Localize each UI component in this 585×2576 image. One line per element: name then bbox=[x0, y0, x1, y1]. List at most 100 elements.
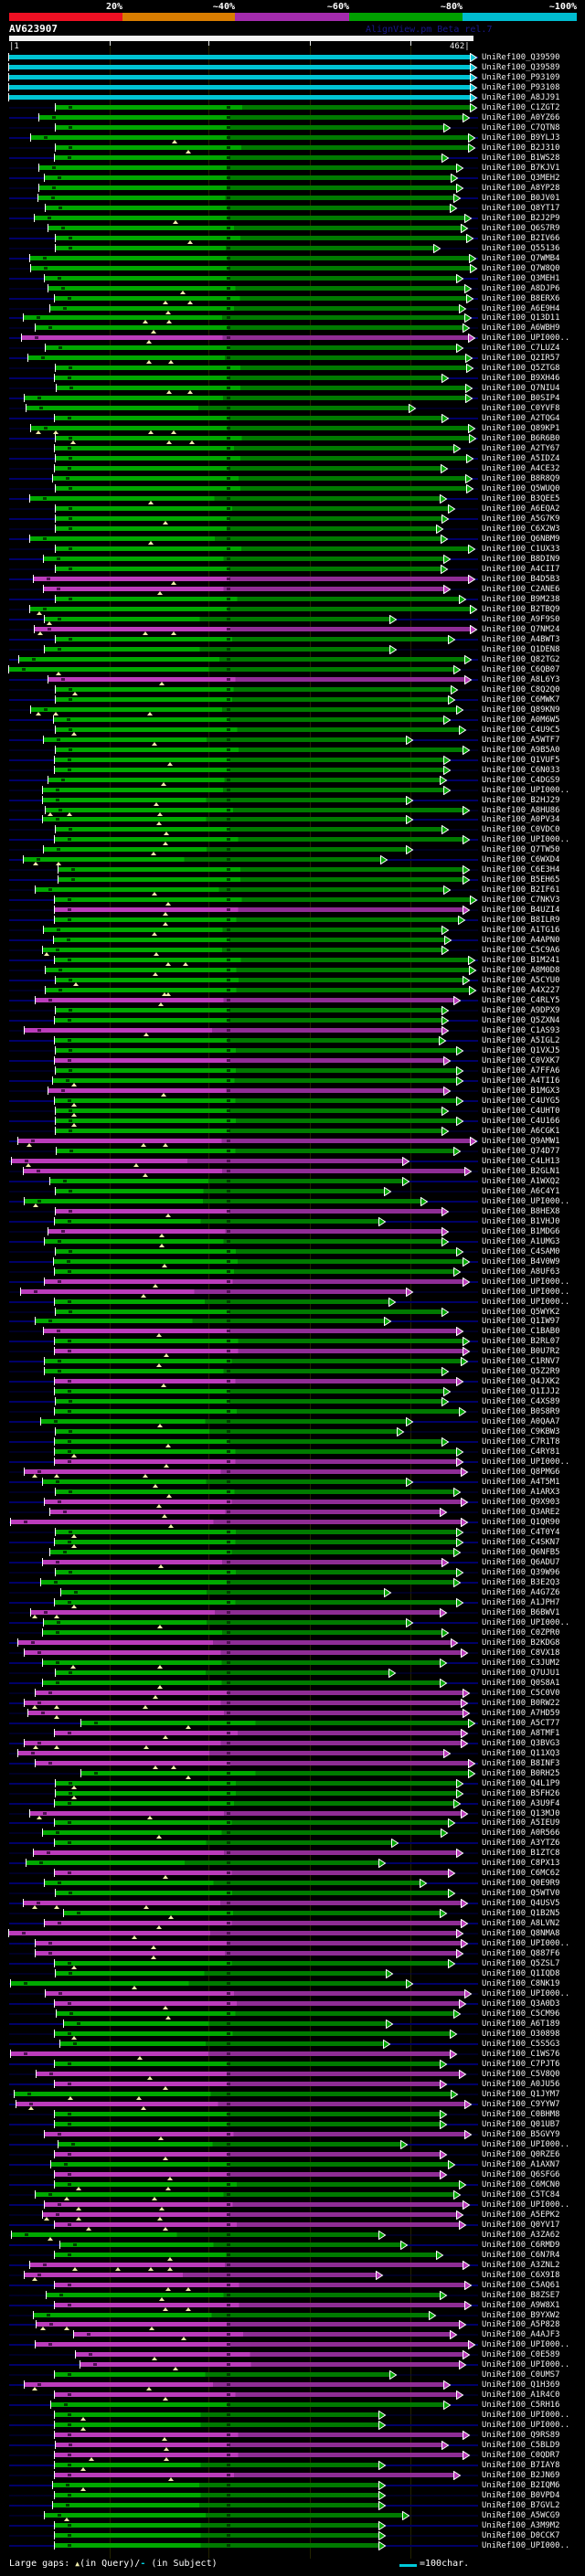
hit-label[interactable]: UniRef100_C4RLY5 bbox=[482, 996, 560, 1005]
hit-label[interactable]: UniRef100_B0VPD4 bbox=[482, 2491, 560, 2500]
hit-label[interactable]: UniRef100_Q2IR57 bbox=[482, 354, 560, 363]
hit-bar[interactable] bbox=[56, 105, 470, 110]
hit-bar[interactable] bbox=[56, 125, 443, 130]
hit-label[interactable]: UniRef100_C4UHT0 bbox=[482, 1107, 560, 1116]
hit-label[interactable]: UniRef100_C6E3H4 bbox=[482, 865, 560, 875]
hit-bar[interactable] bbox=[25, 1701, 461, 1705]
hit-bar[interactable] bbox=[56, 1309, 441, 1314]
hit-label[interactable]: UniRef100_C1RNV7 bbox=[482, 1357, 560, 1366]
hit-bar[interactable] bbox=[56, 1048, 456, 1053]
hit-bar[interactable] bbox=[34, 2313, 429, 2317]
hit-label[interactable]: UniRef100_C6WXD4 bbox=[482, 855, 560, 864]
hit-bar[interactable] bbox=[55, 416, 441, 420]
hit-bar[interactable] bbox=[56, 1068, 456, 1073]
hit-bar[interactable] bbox=[31, 707, 456, 712]
hit-label[interactable]: UniRef100_Q1IW97 bbox=[482, 1317, 560, 1326]
hit-label[interactable]: UniRef100_A4T5M1 bbox=[482, 1478, 560, 1487]
hit-bar[interactable] bbox=[36, 1319, 384, 1323]
hit-label[interactable]: UniRef100_C8NK19 bbox=[482, 1979, 560, 1988]
hit-label[interactable]: UniRef100_A0YZ66 bbox=[482, 113, 560, 122]
hit-bar[interactable] bbox=[18, 1751, 443, 1755]
hit-bar[interactable] bbox=[55, 1018, 441, 1023]
hit-label[interactable]: UniRef100_Q55136 bbox=[482, 244, 560, 253]
hit-bar[interactable] bbox=[55, 1600, 456, 1605]
hit-bar[interactable] bbox=[9, 667, 453, 672]
hit-label[interactable]: UniRef100_Q7UJU1 bbox=[482, 1669, 560, 1678]
hit-bar[interactable] bbox=[44, 928, 441, 932]
hit-bar[interactable] bbox=[38, 196, 453, 200]
hit-bar[interactable] bbox=[45, 1239, 441, 1244]
hit-label[interactable]: UniRef100_B9YLJ3 bbox=[482, 133, 560, 143]
hit-label[interactable]: UniRef100_UPI000.. bbox=[482, 1618, 570, 1627]
hit-bar[interactable] bbox=[53, 2483, 378, 2487]
hit-label[interactable]: UniRef100_C7LUZ4 bbox=[482, 344, 560, 353]
hit-bar[interactable] bbox=[31, 266, 470, 270]
hit-label[interactable]: UniRef100_Q5WUQ0 bbox=[482, 484, 560, 493]
hit-label[interactable]: UniRef100_Q1QR90 bbox=[482, 1518, 560, 1527]
hit-bar[interactable] bbox=[36, 887, 443, 892]
hit-label[interactable]: UniRef100_Q3MEH2 bbox=[482, 174, 560, 183]
hit-label[interactable]: UniRef100_A5IDZ4 bbox=[482, 454, 560, 463]
hit-bar[interactable] bbox=[57, 1149, 453, 1153]
hit-bar[interactable] bbox=[56, 1670, 388, 1675]
hit-label[interactable]: UniRef100_C4DGS9 bbox=[482, 776, 560, 785]
hit-bar[interactable] bbox=[27, 406, 409, 410]
hit-bar[interactable] bbox=[61, 1590, 384, 1595]
hit-label[interactable]: UniRef100_UPI000.. bbox=[482, 2140, 570, 2149]
hit-label[interactable]: UniRef100_A1UMG3 bbox=[482, 1237, 560, 1246]
hit-bar[interactable] bbox=[34, 1850, 456, 1855]
hit-bar[interactable] bbox=[28, 355, 465, 360]
hit-bar[interactable] bbox=[36, 998, 453, 1002]
hit-bar[interactable] bbox=[50, 1550, 453, 1554]
hit-label[interactable]: UniRef100_A5CYU0 bbox=[482, 976, 560, 985]
hit-label[interactable]: UniRef100_B1WS28 bbox=[482, 154, 560, 163]
hit-label[interactable]: UniRef100_B1MDG6 bbox=[482, 1227, 560, 1236]
hit-bar[interactable] bbox=[36, 1941, 461, 1945]
hit-bar[interactable] bbox=[55, 1820, 448, 1825]
hit-bar[interactable] bbox=[56, 597, 459, 601]
hit-label[interactable]: UniRef100_Q1B2N5 bbox=[482, 1909, 560, 1918]
hit-bar[interactable] bbox=[48, 286, 464, 291]
hit-label[interactable]: UniRef100_UPI000.. bbox=[482, 2541, 570, 2550]
hit-bar[interactable] bbox=[76, 2352, 463, 2357]
hit-bar[interactable] bbox=[28, 1711, 463, 1715]
hit-label[interactable]: UniRef100_A4TII6 bbox=[482, 1076, 560, 1086]
hit-label[interactable]: UniRef100_A2TY67 bbox=[482, 444, 560, 453]
hit-bar[interactable] bbox=[43, 2212, 456, 2217]
hit-bar[interactable] bbox=[48, 226, 461, 230]
hit-label[interactable]: UniRef100_A4X227 bbox=[482, 986, 560, 995]
hit-label[interactable]: UniRef100_Q1IQD8 bbox=[482, 1969, 560, 1978]
hit-label[interactable]: UniRef100_A5EPK2 bbox=[482, 2210, 560, 2220]
hit-label[interactable]: UniRef100_B4UZI4 bbox=[482, 906, 560, 915]
hit-label[interactable]: UniRef100_B8ZSE7 bbox=[482, 2291, 560, 2300]
hit-bar[interactable] bbox=[30, 607, 470, 611]
hit-bar[interactable] bbox=[48, 778, 440, 782]
hit-bar[interactable] bbox=[64, 1911, 440, 1915]
hit-bar[interactable] bbox=[50, 1179, 402, 1183]
hit-label[interactable]: UniRef100_Q7W8Q0 bbox=[482, 264, 560, 273]
hit-label[interactable]: UniRef100_C4U166 bbox=[482, 1117, 560, 1126]
hit-bar[interactable] bbox=[44, 587, 443, 591]
hit-label[interactable]: UniRef100_P93108 bbox=[482, 83, 560, 92]
hit-label[interactable]: UniRef100_A4G7Z6 bbox=[482, 1588, 560, 1597]
hit-label[interactable]: UniRef100_A1R4C0 bbox=[482, 2390, 560, 2400]
hit-bar[interactable] bbox=[56, 687, 451, 692]
hit-label[interactable]: UniRef100_B3QEE5 bbox=[482, 494, 560, 504]
hit-bar[interactable] bbox=[56, 506, 448, 511]
hit-bar[interactable] bbox=[55, 2112, 440, 2116]
hit-bar[interactable] bbox=[43, 1479, 406, 1484]
hit-bar[interactable] bbox=[56, 486, 466, 491]
hit-bar[interactable] bbox=[45, 1881, 420, 1885]
hit-label[interactable]: UniRef100_C6MCN0 bbox=[482, 2180, 560, 2189]
hit-bar[interactable] bbox=[56, 236, 466, 240]
hit-label[interactable]: UniRef100_A0M6W5 bbox=[482, 716, 560, 725]
hit-label[interactable]: UniRef100_C5V8Q0 bbox=[482, 2070, 560, 2079]
hit-label[interactable]: UniRef100_Q5ZTG8 bbox=[482, 364, 560, 373]
hit-bar[interactable] bbox=[44, 557, 443, 561]
hit-bar[interactable] bbox=[56, 1891, 448, 1895]
hit-label[interactable]: UniRef100_C0VXK7 bbox=[482, 1056, 560, 1065]
hit-label[interactable]: UniRef100_B7KJV1 bbox=[482, 164, 560, 173]
hit-label[interactable]: UniRef100_B0SIP4 bbox=[482, 394, 560, 403]
hit-bar[interactable] bbox=[45, 1279, 463, 1284]
hit-label[interactable]: UniRef100_C5AQ61 bbox=[482, 2281, 560, 2290]
